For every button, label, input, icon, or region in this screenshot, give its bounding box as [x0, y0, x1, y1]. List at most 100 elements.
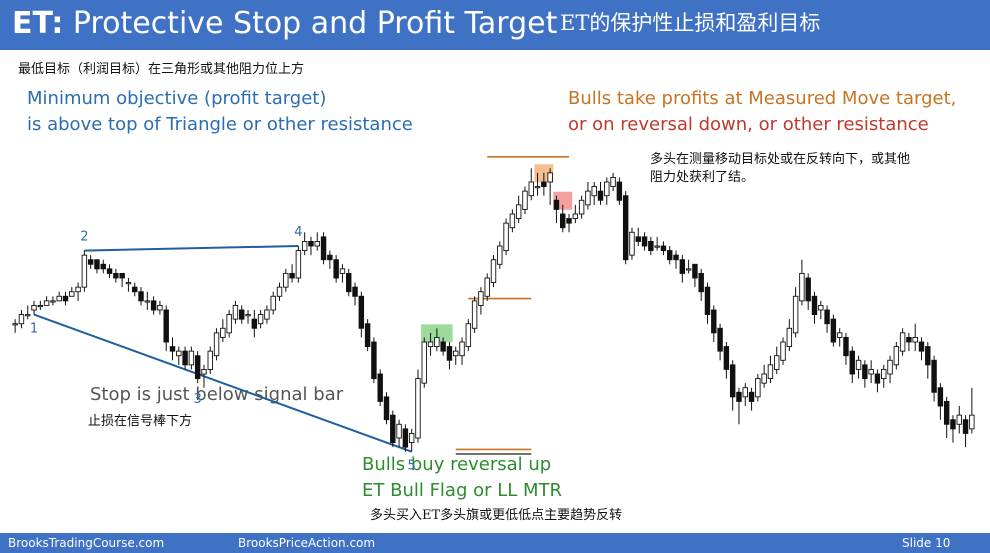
candle-bear — [667, 250, 673, 261]
candle-bull — [301, 240, 308, 252]
candle-bull — [69, 291, 75, 297]
candle-bear — [918, 341, 925, 352]
candle-bear — [698, 272, 704, 293]
candle-bear — [704, 286, 711, 316]
point-label-4: 4 — [294, 225, 302, 240]
candle-bull — [207, 350, 213, 370]
candle-bull — [339, 268, 346, 274]
candle-bull — [276, 286, 283, 297]
candle-bull — [572, 213, 579, 220]
candle-bear — [830, 318, 837, 343]
candle-bull — [245, 314, 251, 317]
candle-bull — [37, 304, 44, 308]
candle-bear — [843, 336, 849, 357]
candle-bear — [748, 391, 755, 402]
candle-bull — [585, 190, 591, 206]
candle-bear — [597, 190, 604, 201]
candle-bull — [780, 341, 786, 361]
candle-bull — [31, 304, 37, 311]
candle-bull — [515, 204, 522, 220]
candle-bear — [333, 259, 339, 279]
title-bar — [0, 0, 990, 50]
candle-bull — [591, 186, 597, 197]
candle-bear — [138, 291, 144, 302]
candle-bear — [824, 309, 830, 325]
candle-bear — [308, 240, 314, 247]
footer-middle-link: BrooksPriceAction.com — [238, 536, 376, 550]
candle-bull — [408, 432, 415, 444]
slide-number: Slide 10 — [902, 536, 951, 550]
candle-bull — [459, 341, 465, 357]
candle-bull — [604, 181, 610, 197]
footer-left-link: BrooksTradingCourse.com — [8, 536, 165, 550]
candle-bear — [943, 400, 950, 425]
candle-bear — [390, 414, 396, 444]
candle-bear — [446, 346, 453, 361]
candle-bull — [899, 332, 906, 352]
candle-bull — [490, 259, 497, 284]
candle-bear — [717, 327, 723, 352]
subtitle-chinese: 最低目标（利润目标）在三角形或其他阻力位上方 — [18, 62, 305, 77]
candle-bull — [396, 423, 402, 439]
candle-bull — [509, 213, 516, 229]
bulls-take-profits-line2: or on reversal down, or other resistance — [568, 114, 929, 135]
bulls-buy-line2: ET Bull Flag or LL MTR — [362, 480, 563, 501]
candle-bear — [377, 373, 383, 402]
candle-bull — [528, 181, 534, 197]
candle-bull — [792, 295, 799, 334]
candle-bear — [962, 419, 969, 434]
candle-bear — [113, 272, 119, 279]
candle-bear — [805, 277, 811, 302]
candle-bull — [767, 364, 774, 380]
candle-bear — [87, 259, 94, 265]
candle-bull — [629, 231, 635, 256]
candle-bull — [503, 222, 509, 252]
candle-bear — [182, 350, 188, 366]
candle-bull — [654, 245, 660, 248]
candle-bear — [711, 309, 717, 334]
candle-bull — [881, 368, 887, 380]
candle-bull — [434, 336, 440, 348]
page-title-chinese: ET的保护性止损和盈利目标 — [560, 11, 821, 35]
candle-bull — [257, 314, 264, 325]
candle-bull — [799, 272, 805, 302]
candle-bear — [100, 263, 106, 270]
candle-bull — [415, 378, 421, 439]
candle-bear — [352, 286, 358, 297]
candle-bull — [755, 378, 761, 398]
candle-bear — [402, 428, 409, 448]
candle-bull — [176, 350, 182, 357]
candle-bear — [132, 286, 138, 293]
candle-bear — [931, 359, 937, 393]
candle-bear — [874, 373, 881, 384]
min-objective-line2: is above top of Triangle or other resist… — [27, 114, 413, 135]
candle-bull — [81, 254, 88, 288]
candle-bull — [478, 291, 484, 306]
candle-bear — [641, 236, 648, 247]
candle-bull — [188, 350, 195, 366]
bulls-buy-chinese: 多头买入ET多头旗或更低低点主要趋势反转 — [370, 508, 623, 523]
candle-bear — [692, 263, 698, 279]
candle-bear — [553, 199, 560, 210]
candle-bull — [201, 368, 207, 375]
candle-bull — [295, 250, 302, 279]
candle-bull — [522, 190, 528, 210]
candle-bull — [56, 295, 62, 302]
candle-bear — [119, 272, 125, 279]
point-label-3: 3 — [194, 392, 202, 407]
min-objective-line1: Minimum objective (profit target) — [27, 88, 327, 109]
candle-bull — [157, 304, 163, 311]
candle-bull — [484, 277, 490, 297]
candle-bull — [969, 414, 975, 430]
candle-bull — [836, 332, 843, 338]
candle-bear — [925, 346, 931, 366]
point-label-2: 2 — [80, 230, 88, 245]
candle-bear — [440, 341, 446, 352]
candle-bear — [62, 295, 69, 302]
candle-bear — [811, 295, 818, 316]
candle-bull — [226, 314, 232, 334]
candle-bear — [541, 181, 547, 188]
candle-bear — [371, 341, 377, 380]
candle-bull — [18, 314, 25, 325]
